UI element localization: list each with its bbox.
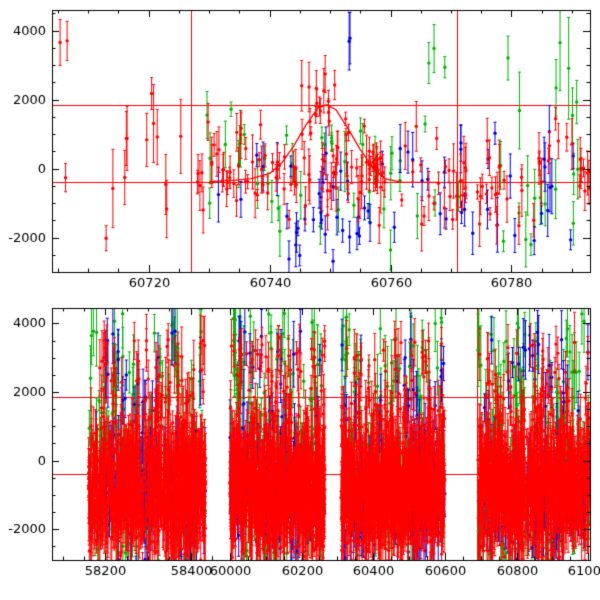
- top-panel-chart: [0, 0, 600, 300]
- bottom-panel-chart: [0, 300, 600, 600]
